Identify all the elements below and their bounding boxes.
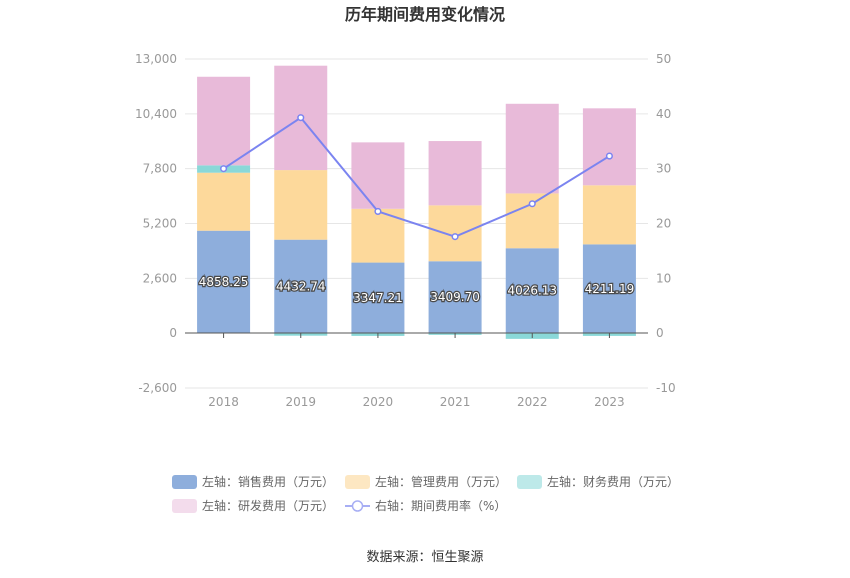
stacked-bars xyxy=(197,65,636,339)
right-axis: -10 0 10 20 30 40 50 xyxy=(656,52,676,395)
bar-mgmt-2023 xyxy=(582,185,636,245)
legend: 左轴：销售费用（万元） 左轴：管理费用（万元） 左轴：财务费用（万元） 左轴：研发费用… xyxy=(172,474,679,513)
rate-point-2019 xyxy=(297,114,305,122)
legend-label: 左轴：销售费用（万元） xyxy=(202,474,334,489)
bar-sales-2020 xyxy=(351,262,405,334)
legend-swatch xyxy=(172,499,197,513)
left-axis-tick-label: 5,200 xyxy=(143,217,177,231)
sales-data-label: 4858.25 xyxy=(199,275,249,289)
source-note: 数据来源：恒生聚源 xyxy=(366,550,483,565)
expense-rate-line xyxy=(220,114,613,241)
chart-title: 历年期间费用变化情况 xyxy=(345,5,505,24)
bar-data-labels: 4858.25 4432.74 3347.21 3409.70 4026.13 4211.… xyxy=(198,274,636,306)
legend-label: 左轴：财务费用（万元） xyxy=(547,474,679,489)
legend-swatch xyxy=(517,475,542,489)
rate-line-path xyxy=(223,116,610,238)
bar-sales-2018 xyxy=(197,230,251,334)
right-axis-tick-label: 40 xyxy=(656,107,671,121)
bar-sales-2021 xyxy=(428,261,482,334)
bar-sales-2022 xyxy=(505,248,559,334)
left-axis: -2,600 0 2,600 5,200 7,800 10,400 13,000 xyxy=(135,52,177,395)
bar-rd-2021 xyxy=(428,141,482,206)
x-axis-label: 2018 xyxy=(208,395,239,409)
rate-point-2022 xyxy=(528,200,536,208)
sales-data-label: 4211.19 xyxy=(585,282,635,296)
left-axis-tick-label: 10,400 xyxy=(135,107,177,121)
legend-marker xyxy=(351,500,364,512)
legend-item-rd: 左轴：研发费用（万元） xyxy=(172,498,334,513)
bar-mgmt-2018 xyxy=(197,172,251,231)
x-axis-label: 2023 xyxy=(594,395,625,409)
legend-label: 右轴：期间费用率（%） xyxy=(375,498,506,513)
rate-point-2018 xyxy=(220,165,228,173)
bar-rd-2023 xyxy=(582,108,636,186)
legend-label: 左轴：管理费用（万元） xyxy=(375,474,507,489)
legend-item-finance: 左轴：财务费用（万元） xyxy=(517,474,679,489)
left-axis-tick-label: 7,800 xyxy=(143,162,177,176)
bar-mgmt-2019 xyxy=(274,170,328,240)
x-axis: 2018 2019 2020 2021 2022 2023 xyxy=(208,395,624,409)
right-axis-tick-label: 30 xyxy=(656,162,671,176)
bar-rd-2018 xyxy=(197,76,251,166)
legend-swatch xyxy=(345,475,370,489)
legend-item-mgmt: 左轴：管理费用（万元） xyxy=(345,474,507,489)
bar-rd-2020 xyxy=(351,142,405,209)
rate-point-2020 xyxy=(374,207,382,215)
left-axis-tick-label: 0 xyxy=(169,326,177,340)
bar-sales-2023 xyxy=(582,244,636,334)
left-axis-tick-label: 13,000 xyxy=(135,52,177,66)
x-axis-label: 2020 xyxy=(363,395,394,409)
sales-data-label: 3347.21 xyxy=(353,291,403,305)
bar-rd-2022 xyxy=(505,103,559,194)
x-axis-label: 2021 xyxy=(440,395,471,409)
right-axis-tick-label: 50 xyxy=(656,52,671,66)
x-axis-label: 2022 xyxy=(517,395,548,409)
x-axis-label: 2019 xyxy=(285,395,316,409)
rate-point-2021 xyxy=(451,233,459,241)
right-axis-tick-label: -10 xyxy=(656,381,676,395)
bar-sales-2019 xyxy=(274,239,328,334)
legend-item-rate: 右轴：期间费用率（%） xyxy=(345,498,506,513)
right-axis-tick-label: 10 xyxy=(656,271,671,285)
legend-swatch xyxy=(172,475,197,489)
legend-item-sales: 左轴：销售费用（万元） xyxy=(172,474,334,489)
zero-axis-line xyxy=(185,332,648,338)
sales-data-label: 4432.74 xyxy=(276,279,326,293)
right-axis-tick-label: 0 xyxy=(656,326,664,340)
sales-data-label: 4026.13 xyxy=(507,284,557,298)
sales-data-label: 3409.70 xyxy=(430,290,480,304)
rate-point-2023 xyxy=(605,152,613,160)
left-axis-tick-label: 2,600 xyxy=(143,271,177,285)
legend-label: 左轴：研发费用（万元） xyxy=(202,498,334,513)
right-axis-tick-label: 20 xyxy=(656,217,671,231)
left-axis-tick-label: -2,600 xyxy=(138,381,177,395)
